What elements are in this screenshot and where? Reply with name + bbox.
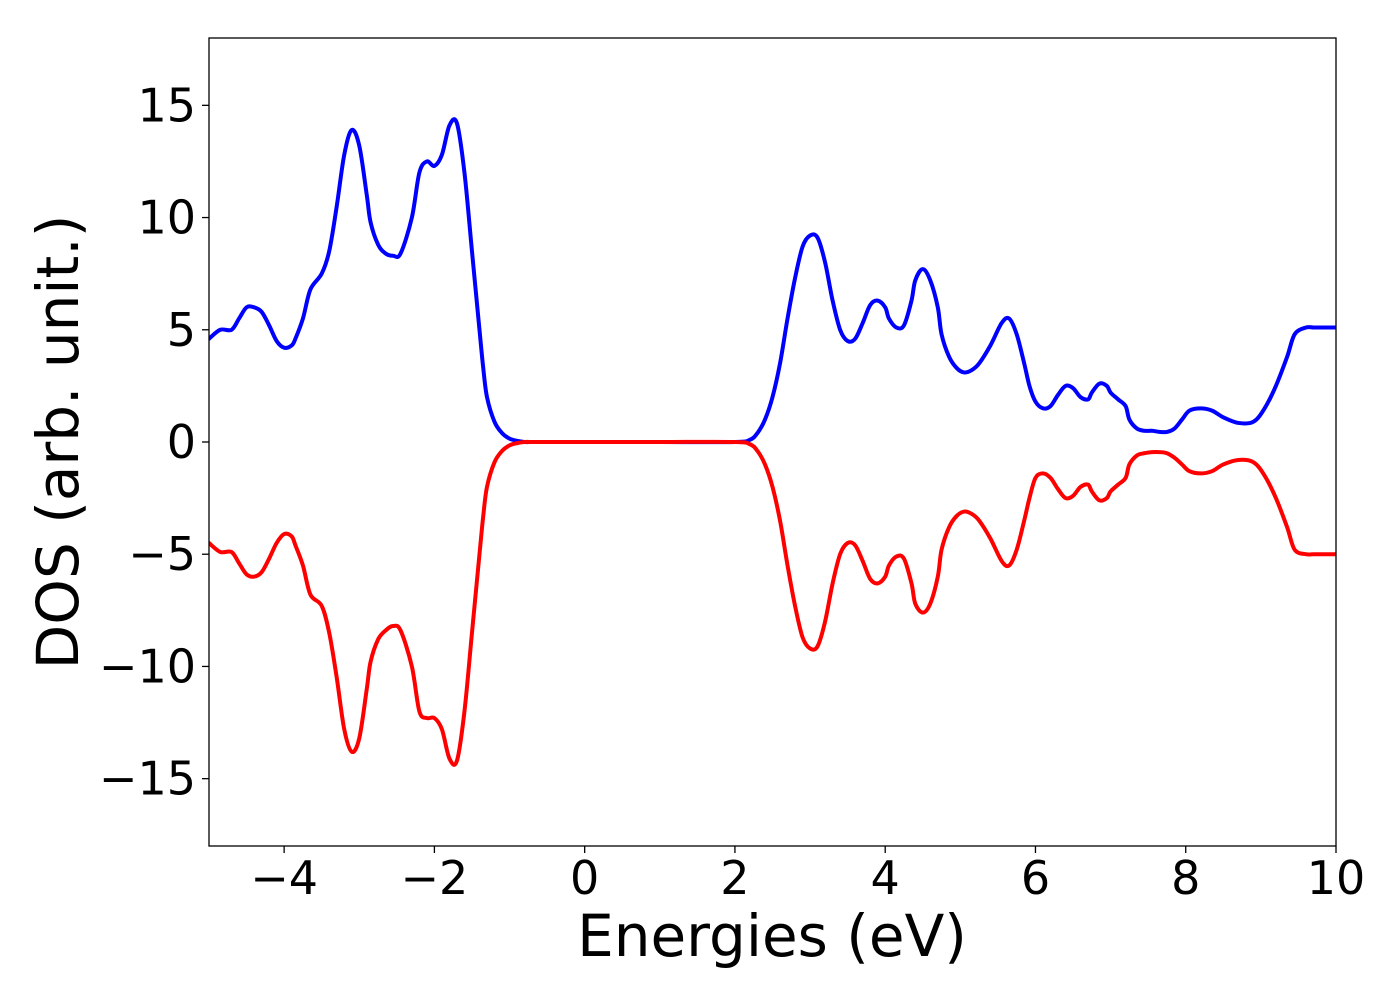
x-tick-label: 2 <box>720 851 749 905</box>
x-tick-label: 0 <box>570 851 599 905</box>
series-group <box>209 117 1336 767</box>
y-tick-label: 15 <box>137 78 196 132</box>
x-tick-label: −2 <box>400 851 468 905</box>
x-tick-label: −4 <box>250 851 318 905</box>
x-tick-label: 10 <box>1307 851 1366 905</box>
y-axis: −15 −10 −5 0 5 10 15 <box>99 78 209 806</box>
x-tick-label: 4 <box>871 851 900 905</box>
x-axis-label: Energies (eV) <box>577 902 967 970</box>
plot-frame <box>208 37 1337 847</box>
x-tick-label: 8 <box>1171 851 1200 905</box>
y-tick-label: −15 <box>99 752 196 806</box>
x-tick-label: 6 <box>1021 851 1050 905</box>
plot-area <box>208 37 1337 847</box>
series-line-lower <box>209 439 1336 767</box>
x-axis: −4 −2 0 2 4 6 8 10 <box>250 846 1365 905</box>
series-line-upper <box>209 117 1336 445</box>
y-tick-label: 5 <box>167 303 196 357</box>
y-tick-label: 0 <box>167 415 196 469</box>
y-tick-label: 10 <box>137 191 196 245</box>
y-tick-label: −5 <box>128 527 196 581</box>
y-axis-label: DOS (arb. unit.) <box>24 215 92 670</box>
y-tick-label: −10 <box>99 639 196 693</box>
